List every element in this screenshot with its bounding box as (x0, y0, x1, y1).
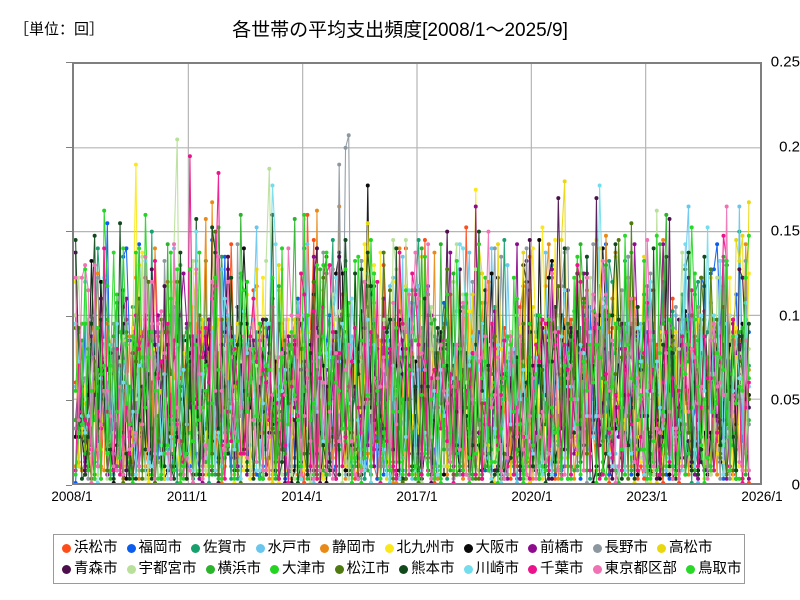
legend-item-label: 松江市 (346, 561, 391, 578)
legend-item-label: 長野市 (604, 540, 649, 557)
legend-item-長野市[interactable]: 長野市 (592, 540, 649, 557)
legend-item-千葉市[interactable]: 千葉市 (528, 562, 584, 577)
x-tick-label: 2017/1 (396, 489, 438, 504)
y-tick-mark (66, 62, 72, 63)
legend-item-label: 福岡市 (138, 540, 183, 557)
y-tick-mark (66, 315, 72, 317)
unit-label: ［単位：回］ (14, 21, 105, 38)
legend-item-福岡市[interactable]: 福岡市 (126, 540, 183, 557)
x-tick-label: 2014/1 (281, 489, 323, 504)
legend-item-高松市[interactable]: 高松市 (657, 541, 713, 556)
legend-item-浜松市[interactable]: 浜松市 (62, 541, 118, 556)
legend-item-大阪市[interactable]: 大阪市 (463, 540, 520, 557)
legend-item-label: 佐賀市 (203, 540, 247, 557)
legend-item-前橋市[interactable]: 前橋市 (528, 541, 584, 556)
legend-marker-icon (126, 565, 136, 574)
y-tick-label: 0.1 (779, 307, 800, 325)
legend-item-東京都区部[interactable]: 東京都区部 (592, 561, 678, 578)
legend-item-佐賀市[interactable]: 佐賀市 (191, 541, 247, 556)
legend-item-label: 鳥取市 (698, 561, 742, 578)
plot-area (72, 62, 762, 485)
legend-item-label: 高松市 (669, 540, 713, 557)
y-tick-mark (66, 400, 72, 402)
y-tick-label: 0.25 (770, 53, 800, 71)
legend-item-label: 東京都区部 (604, 561, 678, 578)
legend-item-label: 青森市 (74, 561, 118, 578)
legend-item-label: 大阪市 (475, 540, 520, 557)
legend-item-松江市[interactable]: 松江市 (334, 561, 391, 578)
legend-marker-icon (592, 565, 602, 574)
legend-marker-icon (463, 565, 473, 574)
legend-row-2: 青森市 宇都宮市 横浜市 大津市 松江市 熊本市 川崎市 千葉市 東京都区部 鳥取市 (54, 559, 744, 580)
y-tick-label: 0.2 (779, 138, 800, 156)
legend-item-label: 北九州市 (396, 540, 455, 557)
legend-marker-icon (384, 544, 394, 553)
chart-title: 各世帯の平均支出頻度[2008/1～2025/9] (232, 20, 568, 41)
x-tick-label: 2008/1 (51, 489, 93, 504)
series-lines (74, 133, 751, 483)
x-tick-label: 2023/1 (626, 489, 668, 504)
legend-item-label: 横浜市 (217, 561, 262, 578)
legend-item-label: 川崎市 (475, 561, 520, 578)
legend-item-label: 宇都宮市 (138, 561, 197, 578)
legend-item-大津市[interactable]: 大津市 (270, 562, 326, 577)
series-鳥取市 (74, 225, 751, 483)
legend-item-label: 千葉市 (540, 561, 584, 578)
legend-marker-icon (528, 544, 537, 553)
y-tick-label: 0.15 (770, 222, 800, 240)
legend-item-label: 前橋市 (540, 540, 584, 557)
legend-item-label: 大津市 (282, 561, 326, 578)
legend-item-横浜市[interactable]: 横浜市 (205, 561, 262, 578)
legend-item-川崎市[interactable]: 川崎市 (463, 561, 520, 578)
legend-marker-icon (62, 544, 71, 553)
y-tick-mark (66, 485, 72, 486)
legend-item-label: 浜松市 (74, 540, 118, 557)
legend-item-label: 静岡市 (332, 540, 376, 557)
legend: 浜松市 福岡市 佐賀市 水戸市 静岡市 北九州市 大阪市 前橋市 長野市 高松市 青森市 宇都宮市 横… (53, 534, 745, 584)
legend-marker-icon (320, 544, 329, 553)
legend-marker-icon (334, 565, 344, 574)
legend-marker-icon (686, 565, 695, 574)
legend-item-静岡市[interactable]: 静岡市 (320, 541, 376, 556)
x-tick-label: 2011/1 (166, 489, 208, 504)
legend-marker-icon (191, 544, 200, 553)
legend-marker-icon (270, 565, 279, 574)
y-tick-label: 0.05 (770, 391, 800, 409)
legend-item-宇都宮市[interactable]: 宇都宮市 (126, 561, 197, 578)
legend-marker-icon (657, 544, 666, 553)
legend-marker-icon (463, 544, 473, 553)
legend-marker-icon (399, 565, 408, 574)
y-tick-label: 0 (791, 476, 800, 494)
y-tick-mark (66, 231, 72, 233)
legend-item-label: 熊本市 (411, 561, 455, 578)
x-tick-label: 2020/1 (511, 489, 553, 504)
legend-marker-icon (205, 565, 215, 574)
x-tick-label: 2026/1 (741, 489, 783, 504)
legend-marker-icon (255, 544, 265, 553)
legend-marker-icon (528, 565, 537, 574)
legend-marker-icon (126, 544, 136, 553)
y-tick-mark (66, 146, 72, 148)
legend-row-1: 浜松市 福岡市 佐賀市 水戸市 静岡市 北九州市 大阪市 前橋市 長野市 高松市 (54, 538, 744, 559)
legend-marker-icon (592, 544, 602, 553)
legend-item-青森市[interactable]: 青森市 (62, 562, 118, 577)
legend-item-鳥取市[interactable]: 鳥取市 (686, 562, 742, 577)
legend-item-水戸市[interactable]: 水戸市 (255, 540, 312, 557)
legend-item-label: 水戸市 (267, 540, 312, 557)
legend-item-熊本市[interactable]: 熊本市 (399, 562, 455, 577)
legend-marker-icon (62, 565, 71, 574)
legend-item-北九州市[interactable]: 北九州市 (384, 540, 455, 557)
